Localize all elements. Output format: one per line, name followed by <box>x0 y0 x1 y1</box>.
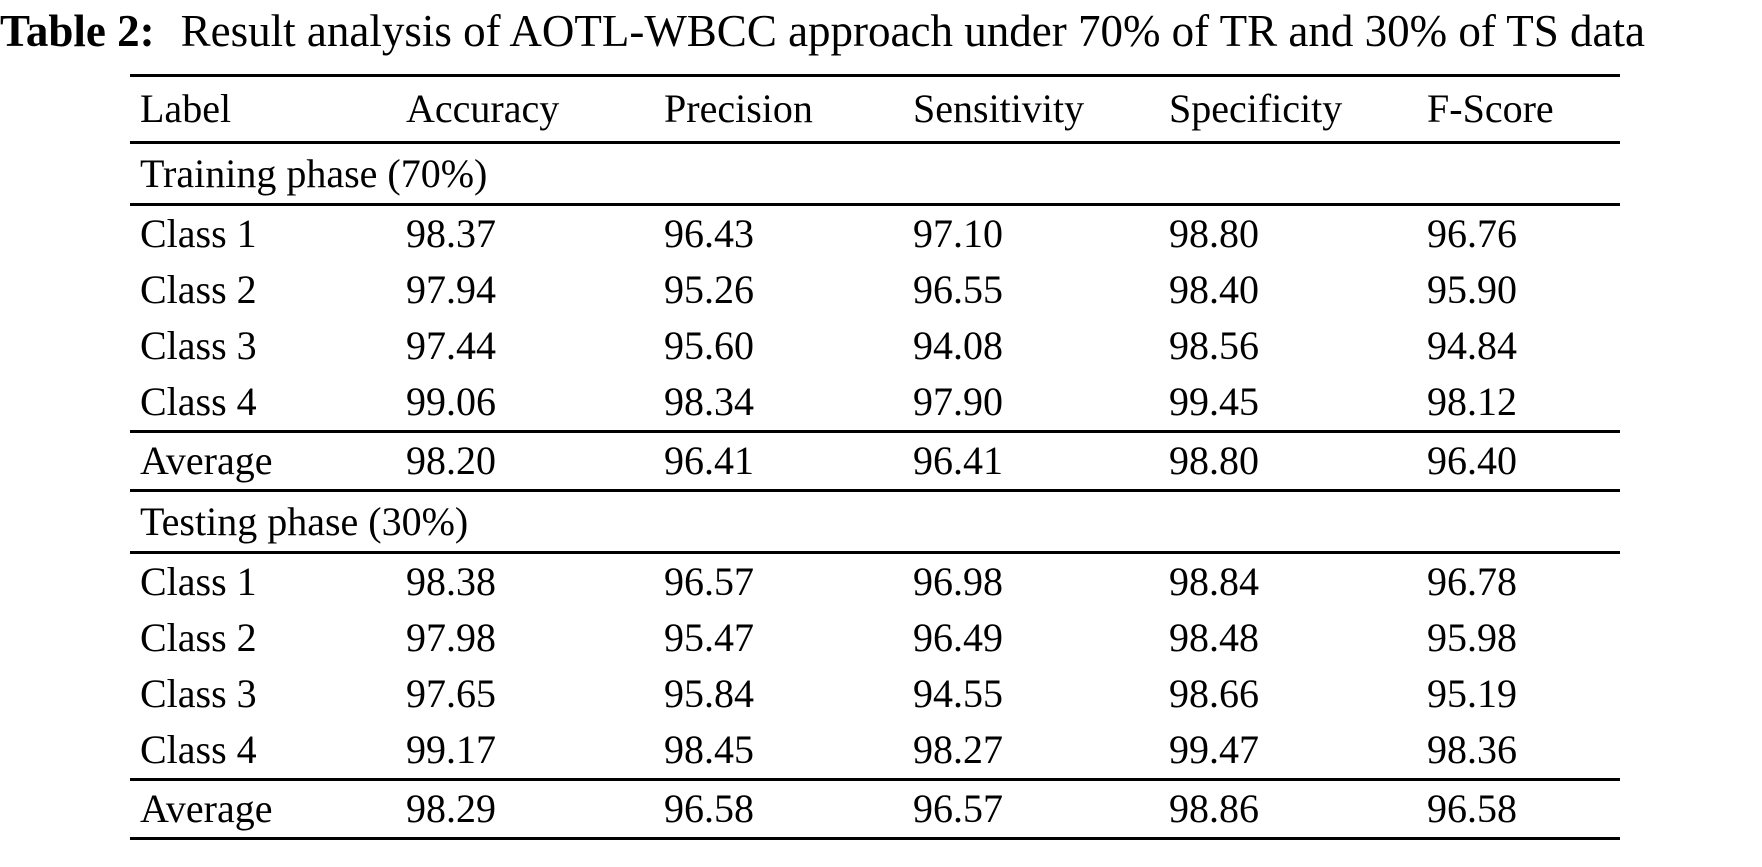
table-row: Class 3 97.65 95.84 94.55 98.66 95.19 <box>130 666 1620 722</box>
cell-value: 96.55 <box>913 266 1003 312</box>
column-header-label: Label <box>130 75 406 144</box>
cell-value: 98.66 <box>1169 670 1259 716</box>
cell-value: 98.12 <box>1427 378 1517 424</box>
row-label: Class 1 <box>140 558 257 604</box>
section-testing-rows: Class 1 98.38 96.57 96.98 98.84 96.78 Class 2 9… <box>130 552 1620 779</box>
cell-value: 95.90 <box>1427 266 1517 312</box>
table-row: Class 1 98.38 96.57 96.98 98.84 96.78 <box>130 552 1620 610</box>
cell-value: 96.98 <box>913 558 1003 604</box>
section-training-average: Average 98.20 96.41 96.41 98.80 96.40 <box>130 429 1620 492</box>
table-row: Class 3 97.44 95.60 94.08 98.56 94.84 <box>130 318 1620 374</box>
cell-value: 98.29 <box>406 777 664 840</box>
row-label: Class 2 <box>140 266 257 312</box>
section-testing-average: Average 98.29 96.58 96.57 98.86 96.58 <box>130 777 1620 840</box>
cell-value: 98.38 <box>406 558 496 604</box>
cell-value: 98.48 <box>1169 614 1259 660</box>
cell-value: 94.55 <box>913 670 1003 716</box>
average-row: Average 98.20 96.41 96.41 98.80 96.40 <box>130 429 1620 492</box>
table-row: Class 1 98.37 96.43 97.10 98.80 96.76 <box>130 204 1620 262</box>
section-header-testing: Testing phase (30%) <box>130 490 1620 554</box>
cell-value: 95.19 <box>1427 670 1517 716</box>
cell-value: 95.98 <box>1427 614 1517 660</box>
table-row: Class 2 97.98 95.47 96.49 98.48 95.98 <box>130 610 1620 666</box>
cell-value: 99.17 <box>406 726 496 772</box>
column-header-specificity: Specificity <box>1169 75 1427 144</box>
table-row: Class 2 97.94 95.26 96.55 98.40 95.90 <box>130 262 1620 318</box>
cell-value: 98.80 <box>1169 429 1427 492</box>
cell-value: 94.84 <box>1427 322 1517 368</box>
section-training: Training phase (70%) <box>130 142 1620 206</box>
cell-value: 99.45 <box>1169 378 1259 424</box>
table-caption-number: Table 2: <box>0 6 155 56</box>
row-label: Class 4 <box>140 378 257 424</box>
section-testing: Testing phase (30%) <box>130 490 1620 554</box>
cell-value: 96.78 <box>1427 558 1517 604</box>
average-row: Average 98.29 96.58 96.57 98.86 96.58 <box>130 777 1620 840</box>
cell-value: 98.45 <box>664 726 754 772</box>
cell-value: 98.27 <box>913 726 1003 772</box>
column-header-fscore: F-Score <box>1427 75 1620 144</box>
results-table: Label Accuracy Precision Sensitivity Spe… <box>130 73 1620 840</box>
cell-value: 96.58 <box>664 777 913 840</box>
cell-value: 95.47 <box>664 614 754 660</box>
cell-value: 98.36 <box>1427 726 1517 772</box>
row-label: Average <box>130 777 406 840</box>
row-label: Class 3 <box>140 322 257 368</box>
table-header: Label Accuracy Precision Sensitivity Spe… <box>130 75 1620 144</box>
section-header-row: Testing phase (30%) <box>130 490 1620 554</box>
cell-value: 96.58 <box>1427 777 1620 840</box>
cell-value: 95.84 <box>664 670 754 716</box>
row-label: Class 3 <box>140 670 257 716</box>
cell-value: 98.40 <box>1169 266 1259 312</box>
cell-value: 97.65 <box>406 670 496 716</box>
cell-value: 96.43 <box>664 210 754 256</box>
table-row: Class 4 99.06 98.34 97.90 99.45 98.12 <box>130 374 1620 432</box>
cell-value: 98.80 <box>1169 210 1259 256</box>
cell-value: 96.76 <box>1427 210 1517 256</box>
column-header-accuracy: Accuracy <box>406 75 664 144</box>
cell-value: 97.10 <box>913 210 1003 256</box>
cell-value: 96.57 <box>913 777 1169 840</box>
cell-value: 98.86 <box>1169 777 1427 840</box>
cell-value: 97.94 <box>406 266 496 312</box>
section-header-row: Training phase (70%) <box>130 142 1620 206</box>
section-header-training: Training phase (70%) <box>130 142 1620 206</box>
cell-value: 98.84 <box>1169 558 1259 604</box>
row-label: Class 2 <box>140 614 257 660</box>
cell-value: 99.06 <box>406 378 496 424</box>
cell-value: 98.37 <box>406 210 496 256</box>
column-header-sensitivity: Sensitivity <box>913 75 1169 144</box>
table-caption-text: Result analysis of AOTL-WBCC approach un… <box>180 6 1645 56</box>
cell-value: 99.47 <box>1169 726 1259 772</box>
row-label: Class 1 <box>140 210 257 256</box>
cell-value: 96.41 <box>664 429 913 492</box>
cell-value: 97.90 <box>913 378 1003 424</box>
section-training-rows: Class 1 98.37 96.43 97.10 98.80 96.76 Class 2 9… <box>130 204 1620 431</box>
column-header-precision: Precision <box>664 75 913 144</box>
header-row: Label Accuracy Precision Sensitivity Spe… <box>130 75 1620 144</box>
table-caption: Table 2: Result analysis of AOTL-WBCC app… <box>0 6 1762 58</box>
cell-value: 96.49 <box>913 614 1003 660</box>
cell-value: 95.26 <box>664 266 754 312</box>
cell-value: 98.34 <box>664 378 754 424</box>
table-row: Class 4 99.17 98.45 98.27 99.47 98.36 <box>130 722 1620 780</box>
cell-value: 98.56 <box>1169 322 1259 368</box>
cell-value: 97.44 <box>406 322 496 368</box>
row-label: Class 4 <box>140 726 257 772</box>
cell-value: 96.40 <box>1427 429 1620 492</box>
cell-value: 95.60 <box>664 322 754 368</box>
row-label: Average <box>130 429 406 492</box>
cell-value: 94.08 <box>913 322 1003 368</box>
cell-value: 97.98 <box>406 614 496 660</box>
cell-value: 96.41 <box>913 429 1169 492</box>
cell-value: 98.20 <box>406 429 664 492</box>
cell-value: 96.57 <box>664 558 754 604</box>
